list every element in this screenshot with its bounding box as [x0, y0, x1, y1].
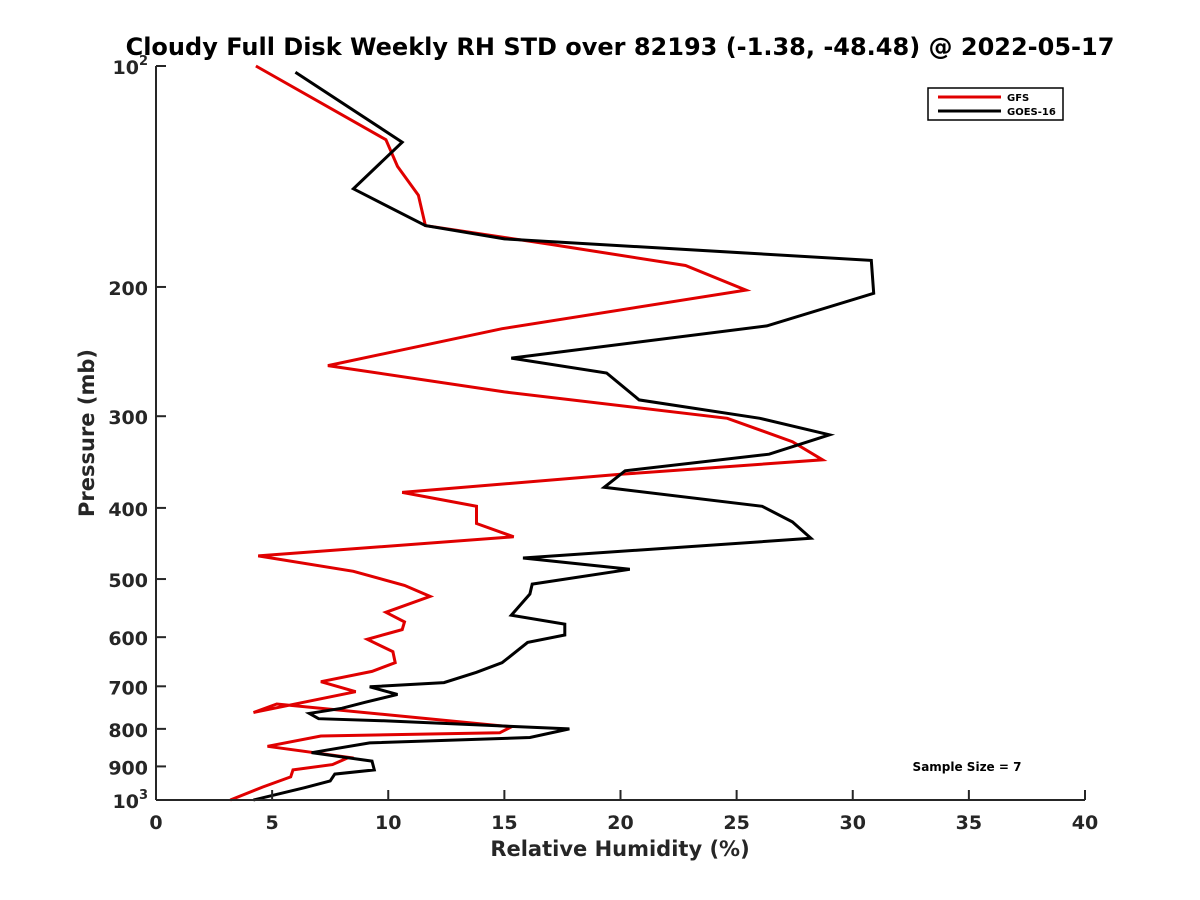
sample-size-annotation: Sample Size = 7: [913, 760, 1022, 774]
legend-label: GFS: [1007, 93, 1029, 104]
series-line-gfs: [229, 64, 828, 802]
x-tick-label: 15: [491, 812, 517, 834]
x-tick-label: 20: [607, 812, 633, 834]
x-tick-label: 30: [840, 812, 866, 834]
x-axis-label: Relative Humidity (%): [490, 837, 749, 861]
x-tick-label: 25: [723, 812, 749, 834]
x-tick-label: 5: [266, 812, 279, 834]
legend: GFS GOES-16: [927, 87, 1064, 121]
x-tick-label: 0: [149, 812, 162, 834]
legend-label: GOES-16: [1007, 107, 1056, 118]
y-tick-label: 800: [108, 720, 148, 742]
y-tick-label: 600: [108, 628, 148, 650]
chart-title: Cloudy Full Disk Weekly RH STD over 8219…: [126, 33, 1115, 61]
legend-box: [927, 87, 1064, 121]
y-axis-label: Pressure (mb): [75, 349, 99, 517]
y-tick-label: 500: [108, 570, 148, 592]
series-layer: [229, 64, 876, 802]
y-tick-label: 900: [108, 757, 148, 779]
y-tick-label: 700: [108, 677, 148, 699]
series-line-goes-16: [253, 71, 876, 802]
ticks-layer: 0 5 10 15 20 25 30 35 40 102 200 300 400 500 600 700 800…: [108, 54, 1098, 834]
y-tick-label: 200: [108, 278, 148, 300]
x-tick-label: 10: [375, 812, 401, 834]
y-tick-label: 103: [113, 788, 149, 813]
y-tick-label: 300: [108, 407, 148, 429]
y-tick-label: 400: [108, 499, 148, 521]
y-tick-label: 102: [113, 54, 149, 79]
x-tick-label: 35: [956, 812, 982, 834]
x-tick-label: 40: [1072, 812, 1098, 834]
